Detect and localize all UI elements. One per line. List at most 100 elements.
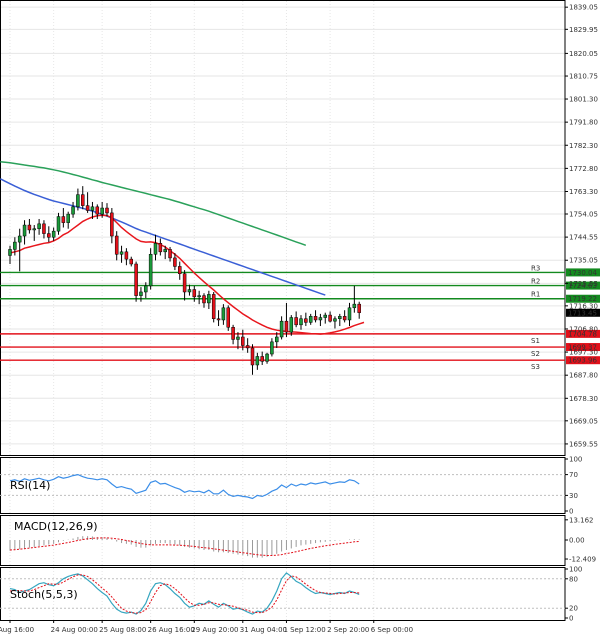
candle-body xyxy=(347,307,352,321)
candle-body xyxy=(323,314,327,318)
candle-body xyxy=(168,249,172,259)
candle-body xyxy=(318,317,323,321)
candle xyxy=(17,228,22,272)
candle xyxy=(85,192,90,213)
price-tick-label: 1791.80 xyxy=(569,119,598,127)
candle-body xyxy=(192,289,197,298)
candle-body xyxy=(352,303,357,309)
candle-body xyxy=(129,258,133,265)
candle xyxy=(95,204,100,219)
candlesticks xyxy=(8,186,361,375)
time-tick-label: Aug 16:00 xyxy=(0,626,34,634)
rsi-tick-label: 70 xyxy=(569,471,578,479)
candle-body xyxy=(275,336,279,343)
candle-body xyxy=(173,257,177,267)
price-tick-label: 1706.80 xyxy=(569,325,598,333)
stoch-d-line xyxy=(9,574,360,614)
candle-body xyxy=(158,243,163,253)
candle-body xyxy=(187,289,192,293)
price-tick-label: 1782.30 xyxy=(569,142,598,150)
candle xyxy=(221,304,226,325)
candle-body xyxy=(279,320,284,338)
ma-slow-line xyxy=(0,161,307,247)
rsi-line xyxy=(9,473,360,500)
candle xyxy=(27,218,32,234)
candle xyxy=(328,311,332,323)
candle xyxy=(279,316,284,340)
candle-body xyxy=(231,327,235,340)
candle-body xyxy=(357,303,361,313)
macd-tick-label: 13.162 xyxy=(569,516,594,524)
candle-body xyxy=(308,316,313,323)
macd-tick-label: 0.00 xyxy=(569,537,585,545)
grid-layer xyxy=(0,1,565,620)
candle-body xyxy=(197,295,201,298)
candle-body xyxy=(163,249,167,253)
candle-body xyxy=(226,307,230,328)
candle xyxy=(275,332,279,348)
candle xyxy=(182,270,187,301)
candle-body xyxy=(236,336,240,340)
candle-body xyxy=(85,205,90,211)
candle xyxy=(8,245,12,264)
stoch-k-line xyxy=(9,572,360,615)
candle xyxy=(173,253,177,271)
candle-body xyxy=(61,216,66,223)
level-name-s2: S2 xyxy=(531,350,540,358)
macd-signal-line xyxy=(9,537,360,556)
candle xyxy=(13,237,17,256)
candle-body xyxy=(207,294,211,304)
current-price-badge xyxy=(566,308,600,317)
candle-body xyxy=(81,194,85,206)
macd-panel: 13.162 0.00 -12.409 xyxy=(9,516,596,564)
candle-body xyxy=(255,356,260,366)
candle xyxy=(250,344,255,375)
candle xyxy=(197,290,201,305)
stoch-tick-label: 80 xyxy=(569,575,578,583)
time-tick-label: 2 Sep 20:00 xyxy=(327,626,369,634)
candle-body xyxy=(284,320,289,333)
candle xyxy=(124,248,129,266)
level-name-r2: R2 xyxy=(531,278,540,286)
candle xyxy=(207,290,211,310)
level-badge-s3 xyxy=(566,356,600,365)
price-tick-label: 1659.55 xyxy=(569,440,598,448)
panel-frame-main xyxy=(0,0,566,456)
candle-body xyxy=(260,356,264,362)
level-name-s3: S3 xyxy=(531,363,540,371)
candle-body xyxy=(250,347,255,366)
candle-body xyxy=(114,235,119,255)
candle-body xyxy=(178,266,182,274)
candle xyxy=(236,332,240,350)
candle xyxy=(119,245,124,263)
candle-body xyxy=(95,206,100,215)
candle xyxy=(42,220,46,239)
candle xyxy=(90,201,95,219)
candle xyxy=(61,208,66,228)
level-badge-s2 xyxy=(566,343,600,352)
candle xyxy=(51,227,56,241)
candle xyxy=(216,310,221,327)
candle-body xyxy=(342,316,347,321)
candle xyxy=(347,302,352,327)
candle xyxy=(352,285,357,313)
candle xyxy=(231,324,235,345)
price-tick-label: 1697.30 xyxy=(569,349,598,357)
candle xyxy=(299,315,303,330)
candle-body xyxy=(17,235,22,243)
candle xyxy=(226,305,230,331)
rsi-tick-label: 30 xyxy=(569,492,578,500)
candle xyxy=(22,220,27,245)
price-tick-label: 1820.05 xyxy=(569,50,598,58)
candle-body xyxy=(27,224,32,231)
time-tick-label: 25 Aug 08:00 xyxy=(99,626,146,634)
level-price-s2: 1699.37 xyxy=(568,344,597,352)
candle xyxy=(342,310,347,323)
level-price-r3: 1730.04 xyxy=(568,269,597,277)
candle xyxy=(32,225,36,241)
candle xyxy=(81,186,85,210)
candle-body xyxy=(304,318,308,323)
indicator-titles: RSI(14) MACD(12,26,9) Stoch(5,5,3) xyxy=(10,479,98,601)
candle-body xyxy=(134,263,138,296)
stoch-tick-label: 20 xyxy=(569,605,578,613)
